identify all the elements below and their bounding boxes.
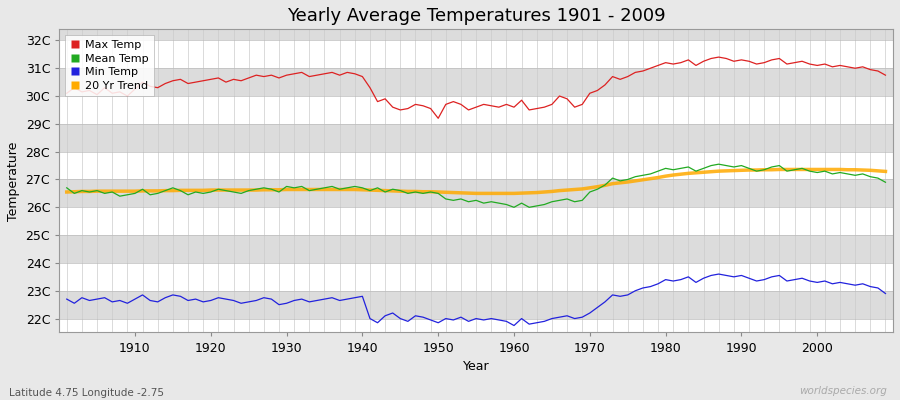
Text: Latitude 4.75 Longitude -2.75: Latitude 4.75 Longitude -2.75 bbox=[9, 388, 164, 398]
Bar bbox=[59, 291, 893, 318]
Bar bbox=[59, 96, 893, 124]
Bar bbox=[59, 124, 893, 152]
X-axis label: Year: Year bbox=[463, 360, 490, 373]
Legend: Max Temp, Mean Temp, Min Temp, 20 Yr Trend: Max Temp, Mean Temp, Min Temp, 20 Yr Tre… bbox=[65, 35, 154, 96]
Bar bbox=[59, 318, 893, 332]
Bar bbox=[59, 180, 893, 207]
Bar bbox=[59, 207, 893, 235]
Text: worldspecies.org: worldspecies.org bbox=[798, 386, 886, 396]
Bar bbox=[59, 152, 893, 180]
Title: Yearly Average Temperatures 1901 - 2009: Yearly Average Temperatures 1901 - 2009 bbox=[287, 7, 665, 25]
Bar bbox=[59, 263, 893, 291]
Y-axis label: Temperature: Temperature bbox=[7, 141, 20, 220]
Bar bbox=[59, 40, 893, 68]
Bar bbox=[59, 235, 893, 263]
Bar bbox=[59, 29, 893, 40]
Bar bbox=[59, 68, 893, 96]
